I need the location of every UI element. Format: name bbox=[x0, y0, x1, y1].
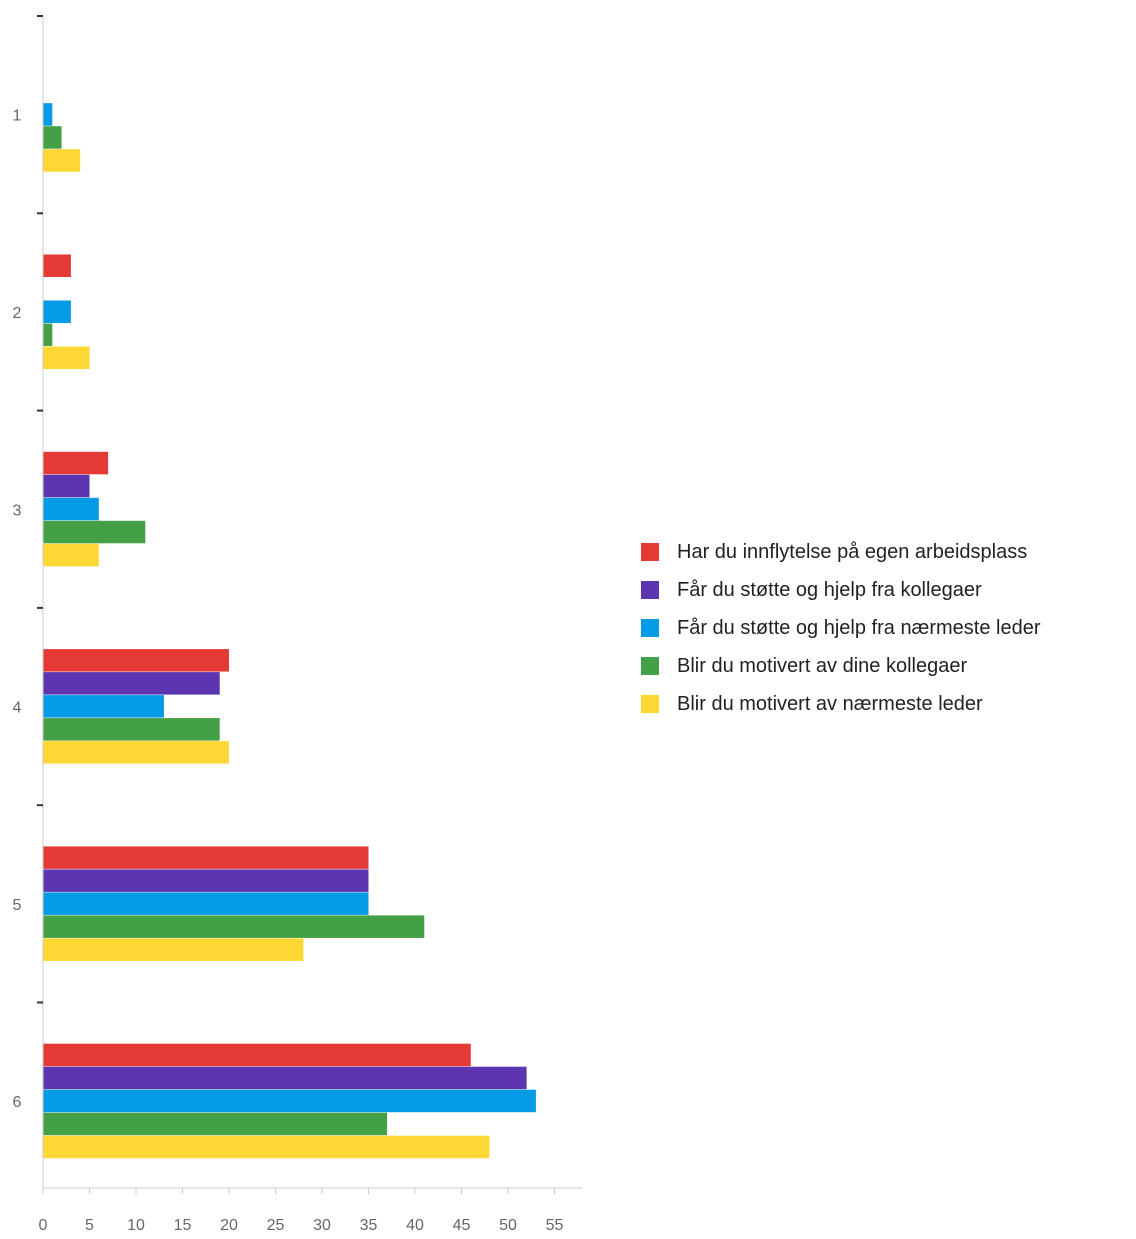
legend-swatch bbox=[641, 695, 659, 713]
bar-3-series-1 bbox=[43, 451, 109, 475]
y-tick-label: 3 bbox=[13, 502, 22, 519]
x-tick-label: 15 bbox=[174, 1217, 192, 1234]
bar-3-series-3 bbox=[43, 497, 99, 521]
bar-4-series-5 bbox=[43, 741, 229, 764]
bar-4-series-3 bbox=[43, 695, 164, 718]
x-tick-label: 20 bbox=[220, 1217, 238, 1234]
legend-item: Får du støtte og hjelp fra kollegaer bbox=[641, 571, 1041, 609]
x-tick-label: 35 bbox=[360, 1217, 378, 1234]
x-tick-label: 25 bbox=[267, 1217, 285, 1234]
legend-item: Blir du motivert av dine kollegaer bbox=[641, 647, 1041, 685]
bar-1-series-4 bbox=[43, 126, 62, 149]
bar-3-series-5 bbox=[43, 543, 99, 567]
legend-item: Får du støtte og hjelp fra nærmeste lede… bbox=[641, 609, 1041, 647]
legend-label: Blir du motivert av dine kollegaer bbox=[677, 654, 968, 677]
bar-6-series-4 bbox=[43, 1112, 388, 1136]
x-tick-label: 30 bbox=[313, 1217, 331, 1234]
legend-label: Har du innflytelse på egen arbeidsplass bbox=[677, 540, 1028, 563]
bar-1-series-3 bbox=[43, 103, 53, 126]
x-tick-label: 10 bbox=[127, 1217, 145, 1234]
legend-swatch bbox=[641, 543, 659, 561]
x-tick-label: 55 bbox=[546, 1217, 564, 1234]
legend-swatch bbox=[641, 619, 659, 637]
bar-3-series-4 bbox=[43, 520, 146, 544]
x-tick-label: 50 bbox=[499, 1217, 517, 1234]
legend-swatch bbox=[641, 657, 659, 675]
bar-5-series-5 bbox=[43, 938, 304, 961]
y-tick-label: 2 bbox=[13, 305, 22, 322]
bar-2-series-1 bbox=[43, 254, 71, 277]
bar-5-series-2 bbox=[43, 869, 369, 892]
legend-item: Blir du motivert av nærmeste leder bbox=[641, 685, 1041, 723]
legend-label: Blir du motivert av nærmeste leder bbox=[677, 692, 983, 715]
bar-5-series-4 bbox=[43, 915, 425, 938]
legend-label: Får du støtte og hjelp fra kollegaer bbox=[677, 578, 982, 601]
bar-2-series-3 bbox=[43, 300, 71, 323]
chart-legend: Har du innflytelse på egen arbeidsplass F… bbox=[641, 533, 1041, 723]
bar-4-series-1 bbox=[43, 649, 229, 672]
bar-2-series-5 bbox=[43, 346, 90, 369]
legend-label: Får du støtte og hjelp fra nærmeste lede… bbox=[677, 616, 1041, 639]
y-tick-label: 4 bbox=[13, 700, 22, 717]
bar-6-series-3 bbox=[43, 1089, 536, 1113]
x-tick-label: 45 bbox=[453, 1217, 471, 1234]
bar-5-series-1 bbox=[43, 846, 369, 869]
bar-6-series-5 bbox=[43, 1135, 490, 1159]
bar-6-series-1 bbox=[43, 1043, 471, 1067]
bar-3-series-2 bbox=[43, 474, 90, 498]
y-tick-label: 6 bbox=[13, 1094, 22, 1111]
bar-5-series-3 bbox=[43, 892, 369, 915]
bar-6-series-2 bbox=[43, 1066, 527, 1090]
bar-1-series-5 bbox=[43, 149, 81, 172]
x-tick-label: 0 bbox=[39, 1217, 48, 1234]
legend-item: Har du innflytelse på egen arbeidsplass bbox=[641, 533, 1041, 571]
y-tick-label: 5 bbox=[13, 897, 22, 914]
y-tick-label: 1 bbox=[13, 108, 22, 125]
bar-2-series-4 bbox=[43, 323, 53, 346]
x-tick-label: 5 bbox=[85, 1217, 94, 1234]
bar-4-series-4 bbox=[43, 718, 220, 741]
bar-4-series-2 bbox=[43, 672, 220, 695]
legend-swatch bbox=[641, 581, 659, 599]
x-tick-label: 40 bbox=[406, 1217, 424, 1234]
